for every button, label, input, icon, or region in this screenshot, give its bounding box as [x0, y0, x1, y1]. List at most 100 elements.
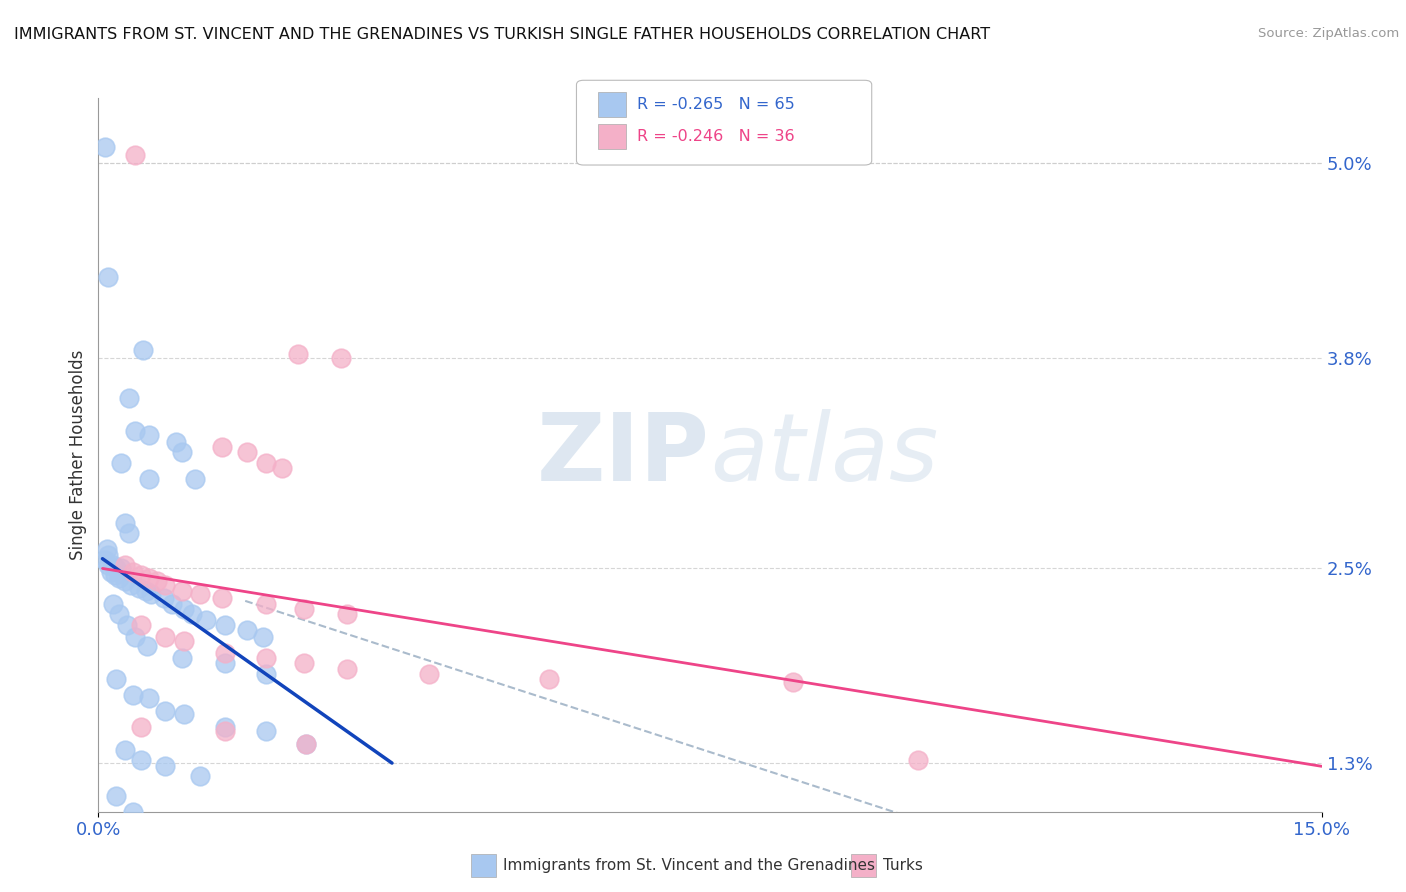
Y-axis label: Single Father Households: Single Father Households [69, 350, 87, 560]
Text: ZIP: ZIP [537, 409, 710, 501]
Point [292, 602, 315, 616]
Point [785, 862, 807, 876]
Point [195, 613, 218, 627]
Point [128, 581, 150, 595]
Point [114, 516, 136, 530]
Point [121, 872, 143, 887]
Text: Turks: Turks [883, 858, 922, 872]
Point [254, 456, 277, 470]
Point [97, 558, 120, 573]
Point [173, 602, 195, 616]
Point [105, 789, 128, 803]
Point [121, 805, 143, 819]
Point [270, 461, 294, 475]
Point [188, 587, 212, 601]
Point [121, 688, 143, 702]
Point [165, 434, 187, 449]
Point [540, 850, 562, 864]
Point [170, 584, 193, 599]
Text: IMMIGRANTS FROM ST. VINCENT AND THE GRENADINES VS TURKISH SINGLE FATHER HOUSEHOL: IMMIGRANTS FROM ST. VINCENT AND THE GREN… [14, 27, 990, 42]
Point [295, 737, 318, 751]
Point [94, 140, 117, 154]
Point [115, 618, 138, 632]
Point [287, 347, 309, 361]
Point [156, 878, 179, 892]
Point [129, 862, 152, 876]
Point [214, 646, 236, 660]
Point [110, 561, 132, 575]
Point [100, 565, 122, 579]
Point [155, 630, 177, 644]
Point [173, 834, 195, 848]
Point [183, 472, 205, 486]
Point [254, 723, 277, 738]
Point [173, 707, 195, 722]
Point [114, 558, 136, 573]
Point [138, 571, 160, 585]
Point [114, 850, 136, 864]
Point [155, 704, 177, 718]
Point [121, 565, 143, 579]
Point [236, 444, 259, 458]
Point [129, 753, 152, 767]
Point [188, 769, 212, 783]
Point [211, 440, 233, 454]
Point [254, 650, 277, 665]
Text: R = -0.265   N = 65: R = -0.265 N = 65 [637, 97, 794, 112]
Point [114, 743, 136, 757]
Point [104, 568, 127, 582]
Point [105, 672, 128, 686]
Point [120, 577, 142, 591]
Point [118, 525, 141, 540]
Point [118, 391, 141, 405]
Point [292, 656, 315, 670]
Point [537, 672, 560, 686]
Point [211, 591, 233, 605]
Point [252, 630, 274, 644]
Point [155, 577, 177, 591]
Point [110, 456, 132, 470]
Point [138, 428, 160, 442]
Point [108, 571, 131, 585]
Point [136, 640, 159, 654]
Point [129, 720, 152, 734]
Point [181, 607, 204, 621]
Point [155, 759, 177, 773]
Point [170, 650, 193, 665]
Point [254, 666, 277, 681]
Point [96, 541, 118, 556]
Point [114, 574, 136, 589]
Point [214, 723, 236, 738]
Text: Immigrants from St. Vincent and the Grenadines: Immigrants from St. Vincent and the Gren… [503, 858, 876, 872]
Text: atlas: atlas [710, 409, 938, 500]
Point [170, 444, 193, 458]
Point [108, 607, 131, 621]
Point [94, 553, 117, 567]
Point [418, 666, 440, 681]
Point [336, 607, 359, 621]
Point [152, 591, 174, 605]
Point [138, 472, 160, 486]
Point [907, 753, 929, 767]
Point [214, 618, 236, 632]
Text: R = -0.246   N = 36: R = -0.246 N = 36 [637, 129, 794, 144]
Point [141, 587, 163, 601]
Point [214, 656, 236, 670]
Point [236, 623, 259, 637]
Point [105, 561, 128, 575]
Point [129, 618, 152, 632]
Point [135, 584, 157, 599]
Point [124, 630, 146, 644]
Point [330, 351, 353, 365]
Point [336, 662, 359, 676]
Point [254, 597, 277, 611]
Point [160, 597, 183, 611]
Point [295, 737, 318, 751]
Point [214, 862, 236, 876]
Point [101, 597, 124, 611]
Point [173, 634, 195, 648]
Point [146, 574, 169, 589]
Point [101, 558, 124, 573]
Point [138, 818, 160, 832]
Point [129, 824, 152, 838]
